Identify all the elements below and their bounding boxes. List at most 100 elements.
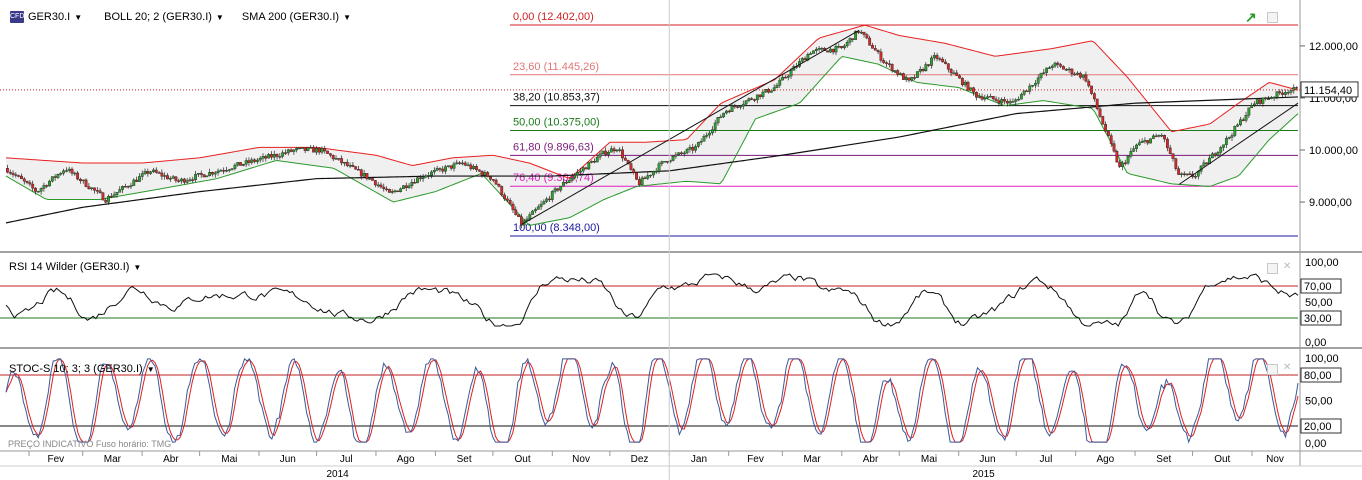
candle-body (399, 188, 403, 192)
fib-level-label: 38,20 (10.853,37) (513, 92, 600, 104)
candle-body (109, 196, 113, 198)
candle-body (258, 158, 262, 161)
candle-body (899, 73, 902, 75)
sma-dropdown-caret-icon[interactable]: ▼ (343, 12, 351, 22)
candle-body (343, 162, 346, 164)
candle-body (438, 168, 442, 170)
candle-body (955, 72, 959, 76)
candle-body (581, 167, 585, 172)
candle-body (769, 90, 773, 93)
candle-body (123, 186, 127, 188)
month-label: Dez (631, 454, 649, 465)
candle-body (705, 134, 709, 137)
candle-body (472, 166, 476, 170)
candle-body (194, 174, 197, 181)
candle-body (980, 96, 984, 100)
trendline (521, 29, 860, 225)
rsi-close-icon[interactable]: ✕ (1283, 261, 1292, 272)
price-panel-header: CFD GER30.I ▼ BOLL 20; 2 (GER30.I) ▼ SMA… (10, 11, 351, 23)
candle-body (828, 48, 832, 53)
trend-arrow-icon[interactable]: ↗ (1245, 9, 1257, 25)
candle-body (1036, 77, 1040, 84)
candle-body (873, 48, 877, 51)
symbol-label[interactable]: GER30.I (28, 11, 71, 23)
candle-body (345, 162, 349, 166)
candle-body (222, 170, 226, 172)
candle-body (1222, 144, 1225, 148)
candle-body (421, 176, 425, 180)
candle-body (177, 180, 181, 182)
candle-body (539, 203, 543, 208)
rsi-maximize-icon[interactable] (1267, 263, 1278, 274)
candle-body (1107, 131, 1110, 136)
candle-body (292, 149, 296, 152)
stoch-title[interactable]: STOC-S 10; 3; 3 (GER30.I) (9, 363, 143, 375)
candle-body (1255, 99, 1259, 105)
candle-body (441, 168, 445, 172)
candle-body (121, 186, 124, 190)
stoch-maximize-icon[interactable] (1267, 364, 1278, 375)
stoch-tick-label: 50,00 (1305, 396, 1333, 408)
trendline (1178, 102, 1299, 185)
candle-body (784, 76, 787, 79)
candle-body (323, 148, 327, 152)
sma-indicator-label[interactable]: SMA 200 (GER30.I) (241, 11, 340, 23)
candle-body (963, 81, 967, 86)
rsi-dropdown-caret-icon[interactable]: ▼ (133, 262, 142, 272)
candle-body (778, 79, 782, 86)
price-maximize-icon[interactable] (1267, 12, 1278, 23)
candle-body (691, 147, 695, 151)
candle-body (1247, 107, 1251, 116)
candle-body (882, 60, 886, 63)
candle-body (983, 97, 987, 100)
candle-body (67, 168, 71, 171)
stoch-dropdown-caret-icon[interactable]: ▼ (146, 364, 155, 374)
candle-body (357, 169, 360, 171)
candle-body (503, 194, 506, 200)
fib-level-label: 0,00 (12.402,00) (513, 11, 594, 23)
rsi-line (5, 273, 1299, 327)
candle-body (1157, 135, 1161, 137)
candle-body (1233, 126, 1237, 136)
month-label: Ago (397, 454, 415, 465)
candle-body (890, 64, 894, 72)
candle-body (1064, 69, 1068, 71)
candle-body (862, 31, 866, 35)
candle-body (632, 169, 636, 173)
candle-body (303, 147, 307, 151)
candle-body (508, 200, 512, 205)
candle-body (654, 171, 658, 173)
candle-body (466, 164, 470, 167)
candle-body (281, 152, 285, 157)
candle-body (1140, 140, 1144, 143)
candle-body (789, 70, 793, 77)
candle-body (708, 132, 711, 136)
candle-body (379, 184, 383, 188)
candle-body (1241, 119, 1245, 121)
candle-body (382, 186, 386, 190)
candle-body (227, 169, 231, 171)
fib-level-label: 76,40 (9.304,74) (513, 172, 594, 184)
candle-body (402, 185, 405, 190)
boll-dropdown-caret-icon[interactable]: ▼ (215, 12, 224, 22)
candle-body (710, 129, 714, 134)
candle-body (885, 62, 888, 64)
candle-body (623, 157, 627, 161)
symbol-dropdown-caret-icon[interactable]: ▼ (74, 12, 83, 22)
candle-body (1045, 67, 1049, 73)
candle-body (1014, 99, 1018, 102)
candle-body (1286, 92, 1290, 94)
footnote: PREÇO INDICATIVO Fuso horário: TMG (8, 439, 172, 449)
fib-level-label: 50,00 (10.375,00) (513, 117, 600, 129)
boll-indicator-label[interactable]: BOLL 20; 2 (GER30.I) (104, 11, 212, 23)
instrument-logo-icon: CFD (10, 11, 24, 23)
candle-body (208, 171, 212, 177)
rsi-title[interactable]: RSI 14 Wilder (GER30.I) (9, 261, 130, 273)
candle-body (1281, 92, 1284, 95)
candles-group (6, 29, 1298, 229)
candle-body (542, 201, 546, 205)
candle-body (716, 117, 720, 124)
candle-body (944, 61, 947, 64)
stoch-close-icon[interactable]: ✕ (1283, 362, 1292, 373)
